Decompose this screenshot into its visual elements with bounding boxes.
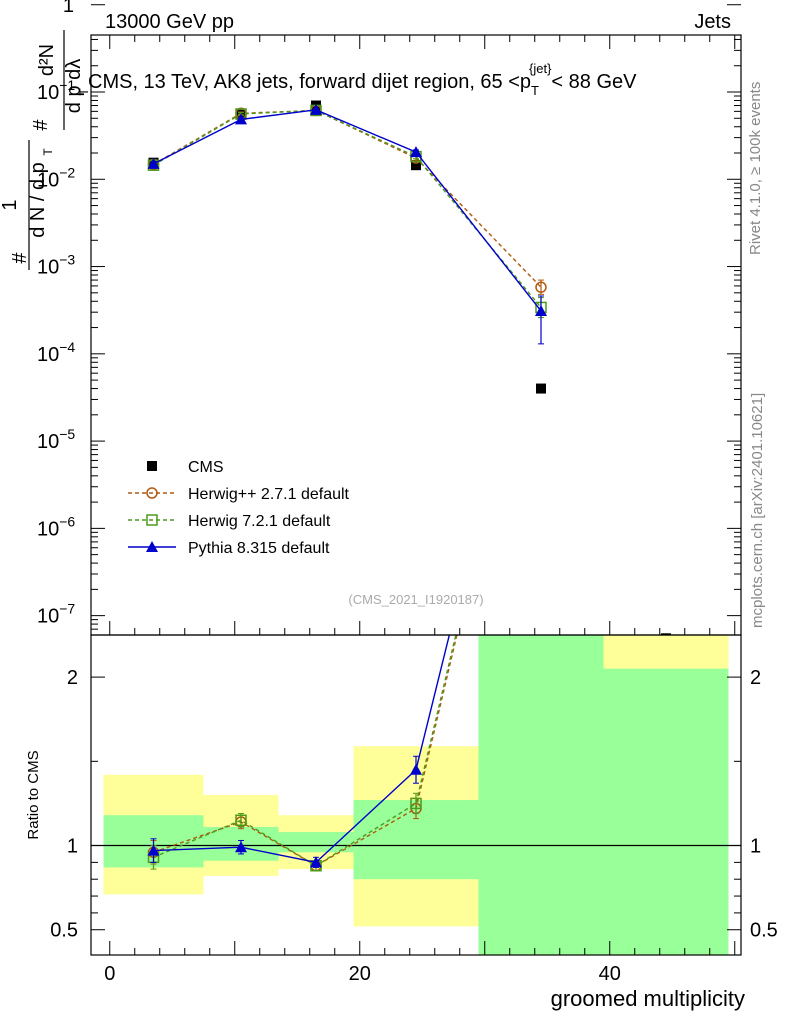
point-pythia-8-315-default — [410, 146, 422, 158]
ytick-exp: −4 — [59, 339, 75, 355]
xtick-label: 40 — [599, 963, 621, 985]
title-main: CMS, 13 TeV, AK8 jets, forward dijet reg… — [88, 71, 531, 93]
ratio-ytick-label: 2 — [67, 667, 78, 689]
band-inner-4 — [478, 635, 604, 955]
xtick-label: 0 — [104, 963, 115, 985]
ratio-ytick-label: 0.5 — [50, 920, 78, 942]
legend-label: Herwig 7.2.1 default — [188, 513, 331, 530]
legend-label: Pythia 8.315 default — [188, 540, 330, 557]
ytick-exp: −5 — [59, 426, 75, 442]
ratio-bands — [91, 635, 741, 955]
ytick-label: 10−5 — [37, 426, 75, 453]
ratio-ytick-label-right: 2 — [750, 667, 761, 689]
ylabel-d2n: d²N — [36, 44, 58, 76]
line-pythia-8-315-default — [153, 109, 542, 312]
ratio-series — [147, 635, 458, 872]
ylabel-hash-mid: # — [30, 119, 52, 131]
ratio-point — [410, 797, 422, 810]
legend-label: Herwig++ 2.7.1 default — [188, 486, 350, 503]
ytick-base: 1 — [63, 0, 74, 17]
legend-entry-herwig-2-7-1-default: Herwig++ 2.7.1 default — [128, 486, 350, 503]
ytick-label: 10−4 — [37, 339, 75, 366]
title-post: < 88 GeV — [551, 71, 637, 93]
analysis-watermark: (CMS_2021_I1920187) — [348, 592, 483, 607]
legend: CMS Herwig++ 2.7.1 default Herwig 7.2.1 de… — [128, 459, 350, 557]
point-pythia-8-315-default — [310, 103, 322, 115]
series-herwig-7-2-1-default — [147, 104, 547, 319]
ratio-point — [235, 814, 247, 827]
ylabel-dn: d N / d p — [27, 162, 49, 238]
mcplots-label: mcplots.cern.ch [arXiv:2401.10621] — [749, 393, 766, 628]
ytick-base: 10 — [37, 606, 59, 628]
rivet-label: Rivet 4.1.0, ≥ 100k events — [747, 82, 764, 255]
ratio-ytick-label: 1 — [67, 836, 78, 858]
ytick-exp: −7 — [59, 601, 75, 617]
ytick-base: 10 — [37, 431, 59, 453]
ytick-base: 10 — [37, 257, 59, 279]
ratio-ytick-label-right: 1 — [750, 836, 761, 858]
chart-title: CMS, 13 TeV, AK8 jets, forward dijet reg… — [88, 61, 637, 98]
main-ylabel: #1 d N / d pT#d²N d p dλT — [0, 30, 91, 270]
header-left: 13000 GeV pp — [105, 11, 234, 33]
point-cms — [661, 633, 671, 635]
point-pythia-8-315-default — [235, 113, 247, 125]
legend-label: CMS — [188, 459, 224, 476]
ylabel-dpdl: d p dλ — [63, 59, 85, 113]
ytick-label: 10−1 — [37, 77, 75, 104]
ytick-exp: −1 — [59, 77, 75, 93]
legend-marker — [146, 487, 158, 499]
series-pythia-8-315-default — [147, 103, 547, 345]
legend-marker — [147, 461, 157, 471]
point-cms — [411, 160, 421, 171]
ratio-line-herwig-2-7-1-default — [153, 635, 458, 867]
line-herwig-2-7-1-default — [153, 109, 542, 288]
ytick-base: 10 — [37, 518, 59, 540]
x-axis-label: groomed multiplicity — [551, 986, 745, 1011]
ytick-base: 10 — [37, 344, 59, 366]
point-cms — [536, 383, 546, 394]
ylabel-t1: T — [41, 148, 55, 156]
line-herwig-7-2-1-default — [153, 109, 542, 308]
ytick-label: 10−3 — [37, 252, 75, 279]
ratio-point — [410, 763, 422, 775]
ytick-label: 10−7 — [37, 601, 75, 628]
title-sub: T — [531, 83, 539, 98]
ratio-ylabel: Ratio to CMS — [25, 750, 42, 839]
title-sup: {jet} — [529, 61, 552, 76]
axes: 10−710−610−510−410−310−210−110 20 400.5 0.5… — [37, 0, 778, 985]
ytick-exp: −3 — [59, 252, 75, 268]
ylabel-hash-left: # — [9, 252, 31, 264]
ratio-point — [147, 844, 160, 856]
point-pythia-8-315-default — [147, 157, 160, 169]
ytick-exp: −2 — [59, 164, 75, 180]
band-inner-5 — [603, 668, 729, 955]
ytick-base: 10 — [37, 169, 59, 191]
ytick-label: 10−2 — [37, 164, 75, 191]
main-series — [147, 100, 671, 635]
ytick-base: 10 — [37, 82, 59, 104]
legend-entry-herwig-7-2-1-default: Herwig 7.2.1 default — [128, 513, 331, 530]
band-inner-2 — [278, 832, 354, 853]
ylabel-one: 1 — [0, 199, 21, 210]
point-herwig-2-7-1-default — [535, 281, 547, 293]
ratio-ytick-label-right: 0.5 — [750, 920, 778, 942]
legend-entry-pythia-8-315-default: Pythia 8.315 default — [128, 540, 330, 557]
legend-marker — [146, 514, 158, 526]
header-right: Jets — [694, 11, 731, 33]
ratio-point — [310, 856, 322, 868]
ratio-frame — [90, 634, 742, 956]
ratio-series-pythia-8-315-default — [147, 635, 451, 868]
legend-entry-cms: CMS — [147, 459, 224, 476]
ylabel-t2: T — [77, 88, 91, 96]
ytick-label: 1 — [63, 0, 74, 17]
ytick-label: 10−6 — [37, 513, 75, 540]
point-pythia-8-315-default — [535, 304, 547, 316]
xtick-label: 20 — [349, 963, 371, 985]
ytick-exp: −6 — [59, 513, 75, 529]
series-cms — [148, 100, 671, 635]
legend-marker — [146, 541, 158, 552]
ratio-point — [235, 841, 247, 853]
